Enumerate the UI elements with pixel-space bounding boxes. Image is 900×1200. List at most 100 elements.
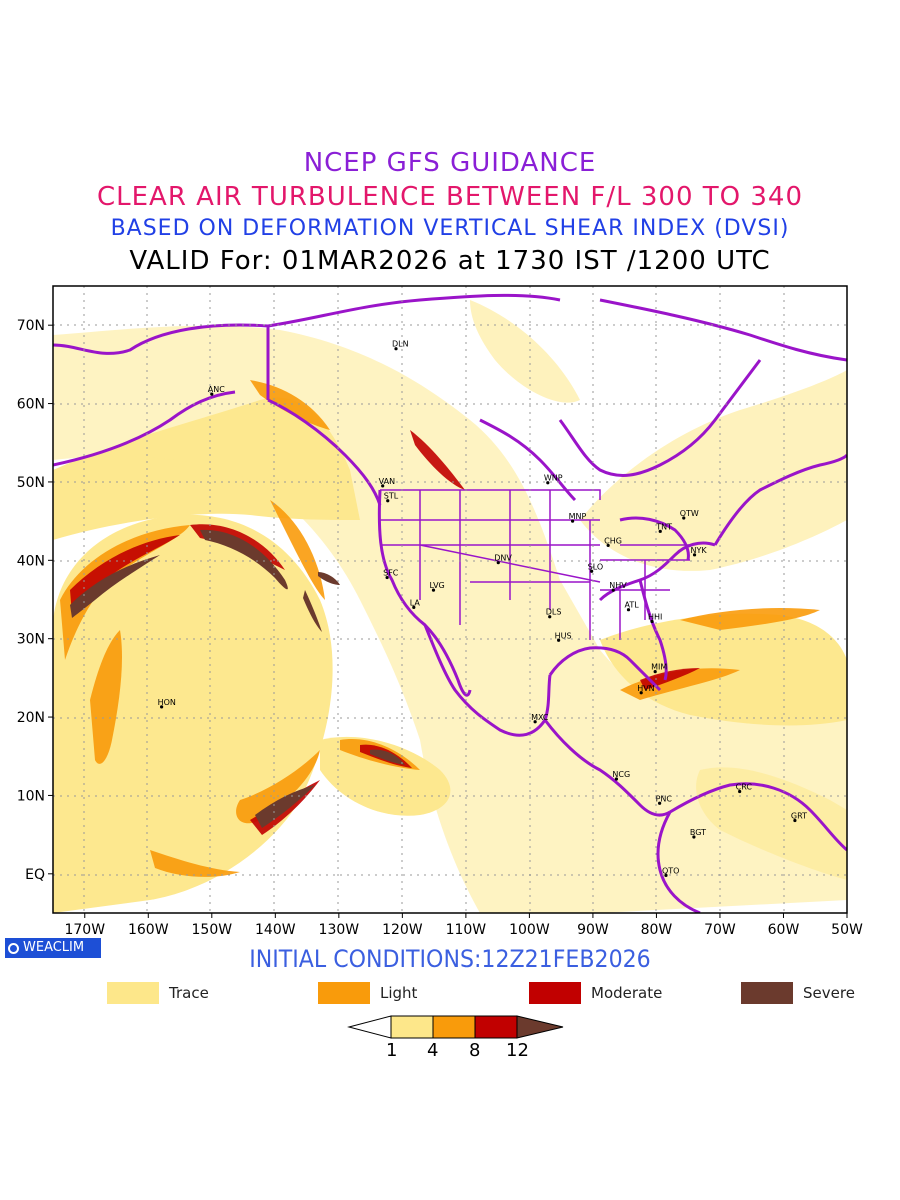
lon-label-100w: 100W: [509, 922, 550, 938]
city-label-tnt: TNT: [655, 522, 672, 531]
coastlines-borders: [53, 293, 847, 913]
city-label-hvn: HVN: [637, 684, 654, 693]
lat-label-30n: 30N: [17, 632, 45, 648]
city-label-mnp: MNP: [569, 512, 587, 521]
city-dot-wnp: [546, 481, 550, 485]
city-dot-slo: [590, 569, 594, 573]
city-dot-hhi: [650, 619, 654, 624]
title-method: BASED ON DEFORMATION VERTICAL SHEAR INDE…: [110, 216, 790, 241]
city-label-la: LA: [410, 598, 421, 607]
city-dot-nyk: [692, 553, 697, 557]
city-markers: ANC DLN VAN STL WNP MNP CHG TNT OTW NYK DNV SFC LVG L…: [158, 340, 807, 877]
lon-label-160w: 160W: [128, 922, 169, 938]
city-dot-dln: [394, 347, 398, 351]
colorbar-tick-12: 12: [506, 1040, 529, 1061]
lat-label-20n: 20N: [17, 710, 45, 726]
city-dot-lvg: [431, 588, 436, 592]
city-label-slo: SLO: [588, 562, 604, 571]
city-label-chg: CHG: [604, 536, 622, 545]
lon-label-110w: 110W: [446, 922, 487, 938]
legend-moderate-label: Moderate: [591, 984, 663, 1002]
map-plot-area: ANC DLN VAN STL WNP MNP CHG TNT OTW NYK DNV SFC LVG L…: [53, 286, 847, 913]
city-label-dnv: DNV: [494, 554, 512, 563]
lat-label-60n: 60N: [17, 397, 45, 413]
city-label-hon: HON: [158, 698, 176, 707]
legend-moderate: Moderate: [529, 982, 662, 1004]
city-label-van: VAN: [379, 477, 395, 486]
city-dot-mim: [653, 670, 657, 674]
map-frame: [52, 285, 848, 914]
city-label-hus: HUS: [555, 631, 572, 640]
city-label-mim: MIM: [651, 663, 667, 672]
city-dot-sfc: [385, 575, 389, 580]
city-dot-stl: [386, 499, 390, 503]
legend-trace-label: Trace: [169, 984, 209, 1002]
city-dot-mxc: [533, 720, 537, 724]
legend-light-swatch: [318, 982, 370, 1004]
title-product: CLEAR AIR TURBULENCE BETWEEN F/L 300 TO …: [96, 182, 804, 212]
legend-light-label: Light: [380, 984, 418, 1002]
legend-severe-swatch: [741, 982, 793, 1004]
lat-label-70n: 70N: [17, 318, 45, 334]
city-label-anc: ANC: [208, 385, 225, 394]
title-model: NCEP GFS GUIDANCE: [303, 148, 597, 178]
colorbar-tick-8: 8: [469, 1040, 481, 1061]
initial-conditions: INITIAL CONDITIONS:12Z21FEB2026: [249, 945, 651, 973]
legend-trace-swatch: [107, 982, 159, 1004]
city-label-qto: QTO: [662, 866, 679, 875]
colorbar-tick-4: 4: [427, 1040, 439, 1061]
city-dot-chg: [606, 543, 610, 548]
city-dot-bgt: [692, 835, 696, 839]
lon-label-150w: 150W: [192, 922, 233, 938]
city-dot-ncg: [614, 777, 619, 781]
weaclim-text: WEACLIM: [23, 940, 85, 955]
lat-label-40n: 40N: [17, 553, 45, 569]
city-dot-pnc: [658, 801, 662, 805]
title-valid-time: VALID For: 01MAR2026 at 1730 IST /1200 U…: [129, 246, 771, 276]
colorbar-tick-1: 1: [386, 1040, 398, 1061]
latitude-labels: 70N 60N 50N 40N 30N 20N 10N EQ: [17, 318, 45, 883]
city-label-crc: CRC: [736, 783, 753, 792]
city-label-nyk: NYK: [691, 546, 708, 555]
legend-moderate-swatch: [529, 982, 581, 1004]
city-label-ncg: NCG: [612, 770, 630, 779]
city-label-nhv: NHV: [609, 581, 627, 590]
city-dot-qto: [664, 873, 668, 877]
longitude-labels: 170W 160W 150W 140W 130W 120W 110W 100W 90W 80W 70…: [64, 922, 863, 938]
lon-label-50w: 50W: [831, 922, 863, 938]
city-dot-dls: [548, 615, 552, 619]
city-label-hhi: HHI: [648, 612, 662, 621]
city-dot-van: [381, 484, 385, 488]
colorbar: [347, 1015, 564, 1039]
legend-severe: Severe: [741, 982, 855, 1004]
weaclim-logo: WEACLIM: [5, 938, 101, 958]
city-dot-hon: [160, 705, 164, 709]
lon-label-90w: 90W: [577, 922, 609, 938]
city-dot-grt: [793, 818, 797, 823]
legend-trace: Trace: [107, 982, 209, 1004]
city-dot-mnp: [570, 519, 575, 523]
city-label-atl: ATL: [624, 601, 639, 610]
lat-label-50n: 50N: [17, 475, 45, 491]
lon-label-130w: 130W: [319, 922, 360, 938]
lat-label-10n: 10N: [17, 788, 45, 804]
city-label-lvg: LVG: [429, 581, 444, 590]
city-label-dls: DLS: [546, 608, 562, 617]
city-dot-otw: [682, 516, 686, 520]
lon-label-170w: 170W: [64, 922, 105, 938]
city-dot-hvn: [639, 691, 643, 695]
legend-severe-label: Severe: [803, 984, 855, 1002]
lon-label-140w: 140W: [255, 922, 296, 938]
city-label-dln: DLN: [392, 340, 409, 349]
lon-label-80w: 80W: [641, 922, 673, 938]
logo-ring-icon: [8, 942, 19, 954]
city-label-otw: OTW: [680, 509, 699, 518]
city-label-sfc: SFC: [383, 569, 399, 578]
city-dot-dnv: [496, 561, 500, 565]
city-dot-tnt: [658, 529, 662, 533]
city-label-pnc: PNC: [656, 794, 673, 803]
legend-light: Light: [318, 982, 417, 1004]
city-dot-la: [412, 605, 416, 609]
lon-label-120w: 120W: [382, 922, 423, 938]
